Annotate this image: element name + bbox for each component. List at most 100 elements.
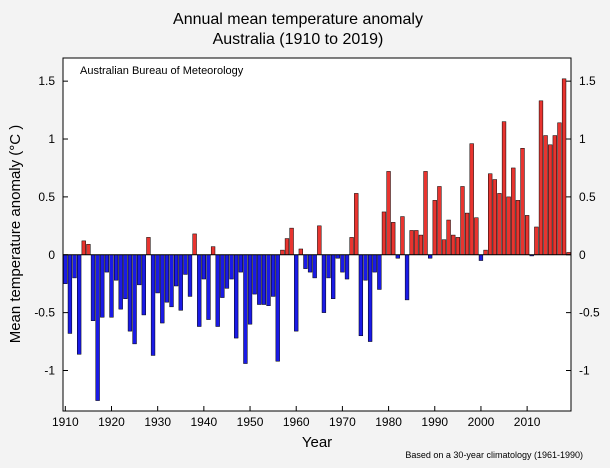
bar-1915 (86, 244, 91, 256)
y-tick-label-right-0: 0 (579, 248, 586, 262)
bar-1982 (395, 254, 400, 259)
bar-1930 (155, 254, 160, 294)
bar-1951 (252, 254, 257, 295)
bar-1959 (289, 227, 294, 256)
bar-1963 (307, 254, 313, 273)
bar-1943 (215, 254, 220, 327)
x-tick-label-1950: 1950 (237, 415, 264, 429)
bar-1997 (464, 212, 470, 256)
bar-1986 (414, 230, 419, 255)
bar-2015 (548, 144, 553, 255)
bar-1961 (298, 248, 303, 256)
bar-1928 (146, 237, 151, 255)
bar-1920 (109, 254, 114, 318)
bar-1977 (372, 254, 377, 273)
bar-1934 (174, 254, 179, 287)
bar-1947 (234, 254, 239, 339)
bar-1956 (275, 254, 280, 362)
bar-1968 (331, 254, 336, 299)
y-axis-label: Mean temperature anomaly (°C ) (7, 125, 24, 344)
bar-1981 (391, 222, 396, 256)
bar-1962 (303, 254, 308, 269)
x-tick-label-1920: 1920 (98, 415, 125, 429)
bar-1978 (377, 254, 382, 290)
bar-2013 (538, 100, 544, 255)
y-tick-label-left-1: 1 (48, 132, 55, 146)
bar-1955 (270, 254, 276, 297)
bar-1952 (257, 254, 262, 305)
y-tick-label-right--1: -1 (579, 363, 590, 377)
bar-1936 (183, 254, 188, 275)
y-tick-label-left-0: 0 (48, 248, 55, 262)
bar-1923 (123, 254, 128, 299)
bar-2008 (515, 200, 521, 256)
bar-1984 (404, 254, 410, 301)
bar-1931 (160, 254, 165, 324)
bar-1916 (90, 254, 96, 321)
bar-1967 (326, 254, 331, 279)
bar-1945 (224, 254, 230, 289)
bar-2009 (520, 148, 525, 256)
chart-subtitle: Australia (1910 to 2019) (213, 31, 384, 48)
bar-1919 (104, 254, 110, 273)
bar-1958 (284, 238, 290, 256)
bar-1976 (367, 254, 373, 342)
bar-1917 (95, 254, 100, 401)
bar-1965 (317, 225, 322, 256)
bar-1939 (197, 254, 202, 327)
bar-2001 (483, 249, 488, 255)
bar-1937 (187, 254, 193, 297)
bar-1991 (437, 186, 442, 256)
bar-1957 (280, 249, 285, 255)
bar-1954 (266, 254, 271, 306)
chart-title: Annual mean temperature anomaly (173, 11, 423, 28)
bar-1973 (354, 193, 359, 256)
bar-2005 (501, 121, 507, 256)
x-tick-label-1910: 1910 (52, 415, 79, 429)
bar-1910 (63, 254, 68, 284)
bar-1911 (67, 254, 73, 334)
bar-1932 (164, 254, 170, 303)
bar-1992 (441, 239, 447, 256)
annotation-label: Australian Bureau of Meteorology (80, 65, 244, 77)
bar-1940 (201, 254, 207, 280)
bar-1970 (340, 254, 345, 273)
bar-1942 (210, 246, 216, 255)
bar-1927 (141, 254, 146, 316)
bar-1922 (118, 254, 123, 310)
bar-1998 (469, 143, 474, 256)
x-tick-label-1990: 1990 (421, 415, 448, 429)
bar-1979 (381, 211, 387, 255)
plot-frame (62, 57, 572, 412)
y-tick-label-right--0.5: -0.5 (579, 306, 600, 320)
y-tick-label-left-1.5: 1.5 (38, 74, 55, 88)
bar-1938 (192, 233, 197, 255)
bar-1999 (474, 217, 479, 256)
bar-2010 (524, 215, 530, 255)
bar-2006 (506, 196, 511, 256)
bar-1925 (132, 254, 137, 345)
bar-1918 (100, 254, 105, 318)
bar-1912 (72, 254, 77, 279)
axis-ticks: 1910 1920 1930 1940 1950 1960 1970 1980 1990 2000… (34, 74, 600, 429)
bar-1988 (423, 171, 428, 255)
footnote: Based on a 30-year climatology (1961-199… (405, 450, 583, 460)
bar-2012 (534, 226, 539, 256)
bar-1995 (455, 237, 460, 255)
bars-group (63, 78, 571, 401)
y-tick-label-right-1: 1 (579, 132, 586, 146)
bar-1913 (77, 254, 82, 355)
x-tick-label-2000: 2000 (468, 415, 495, 429)
bar-1953 (261, 254, 267, 305)
x-tick-label-1960: 1960 (283, 415, 310, 429)
bar-1974 (358, 254, 364, 337)
bar-1946 (229, 254, 234, 280)
bar-1948 (238, 254, 243, 273)
bar-1926 (137, 254, 142, 286)
bar-1983 (400, 216, 405, 255)
bar-2000 (478, 254, 484, 261)
bar-1944 (220, 254, 225, 298)
bar-2007 (511, 167, 516, 255)
bar-1921 (113, 254, 119, 281)
